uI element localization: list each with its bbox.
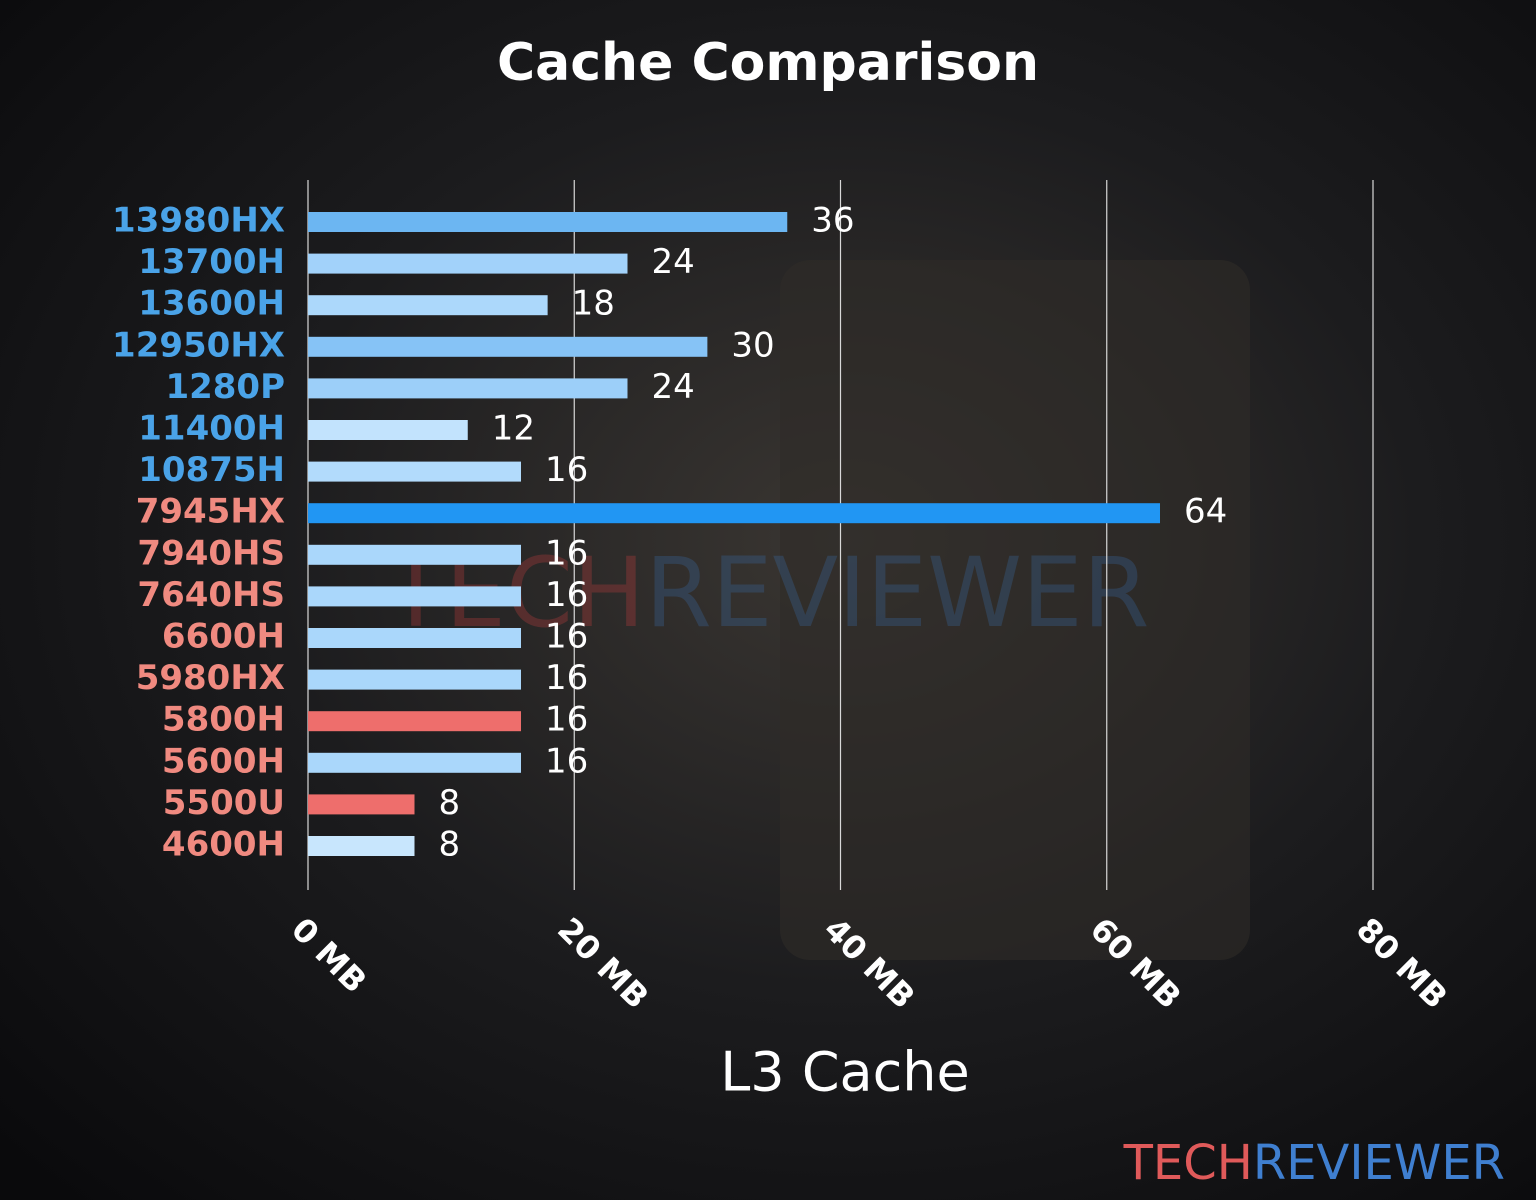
bar — [308, 212, 788, 232]
bar — [308, 586, 521, 607]
y-tick-label: 5980HX — [136, 658, 285, 698]
bar — [308, 669, 521, 690]
data-label: 16 — [545, 450, 588, 490]
bar — [308, 836, 415, 856]
bar — [308, 794, 415, 815]
chart-title: Cache Comparison — [497, 33, 1039, 93]
watermark-reviewer: REVIEWER — [645, 537, 1149, 649]
y-tick-label: 6600H — [162, 617, 285, 657]
data-label: 24 — [652, 367, 695, 407]
bar — [308, 711, 521, 732]
bar — [308, 628, 521, 648]
bar — [308, 420, 468, 440]
y-tick-label: 7945HX — [136, 492, 285, 532]
y-tick-label: 1280P — [165, 367, 285, 407]
data-label: 16 — [545, 575, 588, 615]
data-label: 18 — [572, 284, 615, 324]
data-label: 36 — [811, 201, 854, 241]
data-label: 16 — [545, 741, 588, 781]
bar — [308, 752, 521, 773]
logo: TECHREVIEWER — [1123, 1135, 1505, 1191]
y-tick-label: 5500U — [163, 783, 285, 823]
data-label: 8 — [439, 783, 461, 823]
y-tick-label: 7940HS — [137, 533, 285, 573]
bar — [308, 544, 521, 565]
y-tick-label: 12950HX — [112, 325, 285, 365]
data-label: 16 — [545, 658, 588, 698]
logo-reviewer: REVIEWER — [1253, 1135, 1505, 1191]
y-tick-label: 13700H — [138, 242, 285, 282]
data-label: 24 — [652, 242, 695, 282]
data-label: 30 — [731, 325, 774, 365]
data-label: 64 — [1184, 492, 1227, 532]
y-tick-label: 7640HS — [137, 575, 285, 615]
x-axis-label: L3 Cache — [720, 1041, 970, 1104]
y-tick-label: 5600H — [162, 741, 285, 781]
bar — [308, 503, 1160, 524]
background-cpu — [780, 260, 1250, 960]
bar — [308, 378, 628, 399]
data-label: 8 — [439, 825, 461, 865]
data-label: 16 — [545, 533, 588, 573]
bar — [308, 336, 708, 357]
bar — [308, 461, 521, 482]
data-label: 16 — [545, 700, 588, 740]
y-tick-label: 13600H — [138, 284, 285, 324]
y-tick-label: 13980HX — [112, 201, 285, 241]
data-label: 16 — [545, 617, 588, 657]
y-tick-label: 4600H — [162, 825, 285, 865]
bar — [308, 295, 548, 316]
data-label: 12 — [492, 409, 535, 449]
bar — [308, 253, 628, 274]
logo-tech: TECH — [1123, 1135, 1253, 1191]
y-tick-label: 10875H — [138, 450, 285, 490]
y-tick-label: 5800H — [162, 700, 285, 740]
y-tick-label: 11400H — [138, 409, 285, 449]
